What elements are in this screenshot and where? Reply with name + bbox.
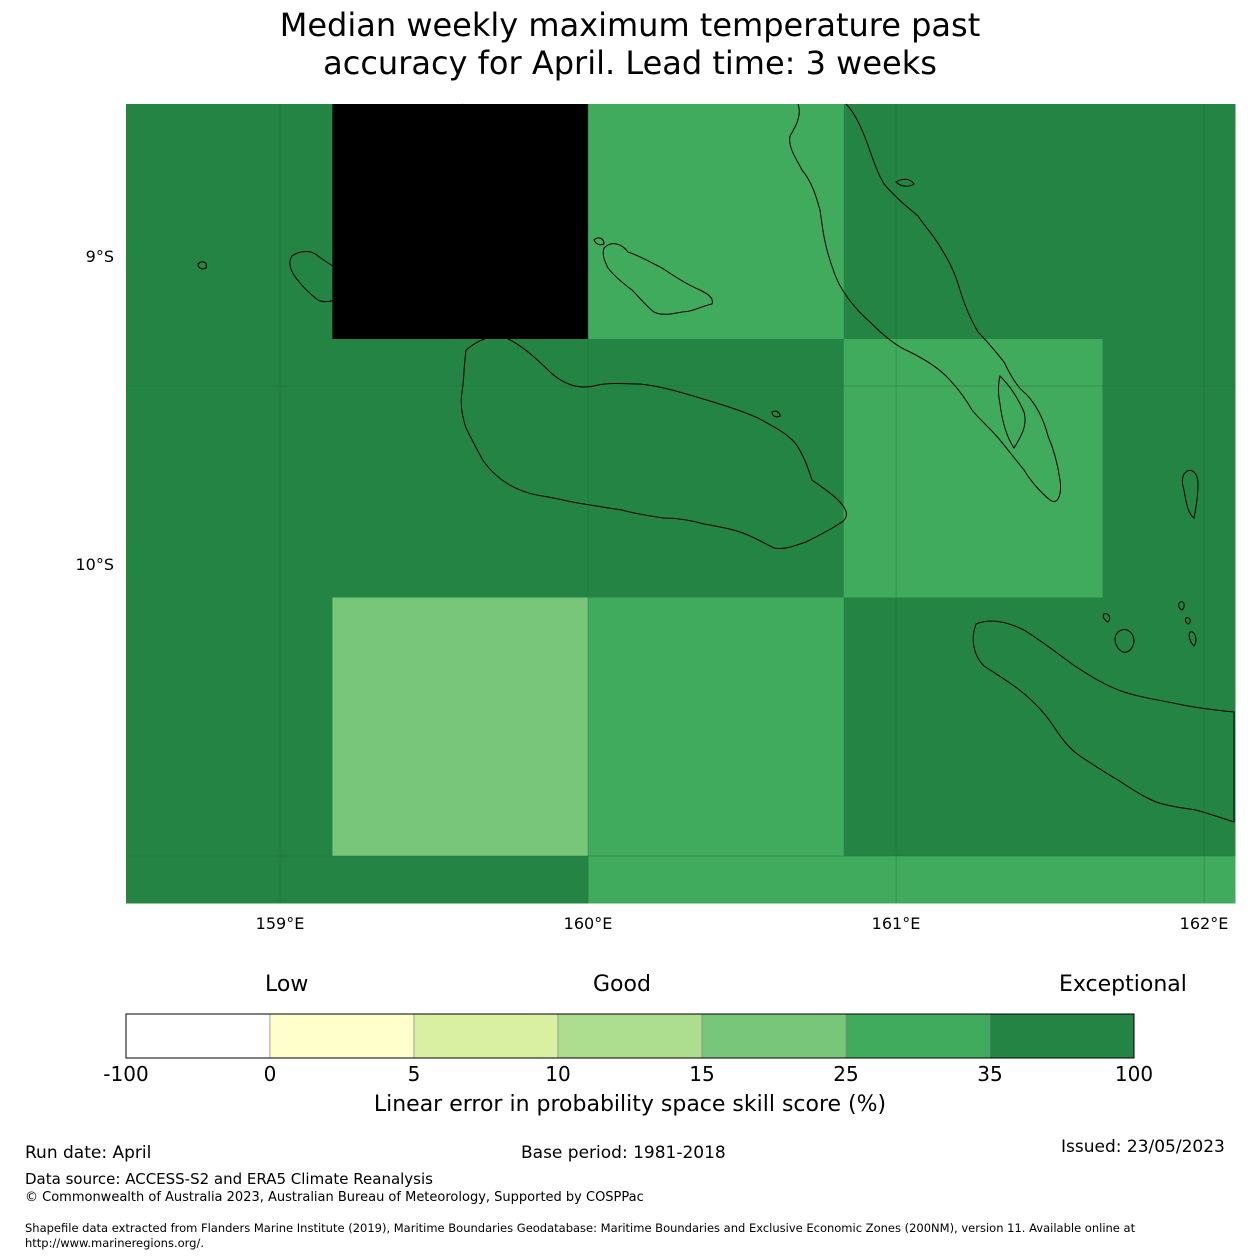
coastline-malaita: [789, 103, 1061, 502]
colorbar-swatch: [269, 1013, 415, 1059]
colorbar-category-good: Good: [593, 972, 651, 997]
coastlines: [197, 103, 1235, 823]
colorbar: [125, 1013, 1135, 1059]
skill-cell: [843, 104, 1236, 340]
coastline-islet-east-1: [1102, 613, 1111, 623]
colorbar-tick: 0: [263, 1062, 277, 1086]
coastline-savo: [520, 288, 543, 308]
colorbar-swatch: [845, 1013, 991, 1059]
skill-cell: [126, 597, 333, 857]
colorbar-swatch: [557, 1013, 703, 1059]
colorbar-tick: 25: [833, 1062, 859, 1086]
colorbar-frame: [125, 1013, 1135, 1059]
coastline-russell-islet-3: [387, 298, 394, 304]
skill-grid: [126, 104, 1236, 904]
base-period: Base period: 1981-2018: [521, 1143, 726, 1163]
lat-label-9s: 9°S: [85, 247, 114, 266]
shapefile-credit: Shapefile data extracted from Flanders M…: [25, 1221, 1136, 1235]
skill-cell: [126, 339, 845, 598]
coastline-islet-near-guadalcanal: [771, 410, 781, 418]
coastline-malaita-islet: [895, 178, 915, 187]
coastline-guadalcanal: [460, 336, 847, 549]
coastline-malaita-south: [998, 375, 1026, 449]
lon-label-162e: 162°E: [1179, 914, 1229, 933]
coastline-west-islet: [197, 261, 207, 270]
skill-cell: [126, 856, 589, 904]
shapefile-url: http://www.marineregions.org/.: [25, 1236, 204, 1250]
colorbar-category-low: Low: [265, 972, 309, 997]
lon-label-160e: 160°E: [563, 914, 613, 933]
run-date: Run date: April: [25, 1143, 152, 1163]
colorbar-tick: 15: [689, 1062, 715, 1086]
colorbar-swatch: [125, 1013, 271, 1059]
colorbar-tick: 35: [977, 1062, 1003, 1086]
colorbar-label: Linear error in probability space skill …: [373, 1092, 887, 1117]
coastline-russell: [289, 251, 349, 303]
data-source: Data source: ACCESS-S2 and ERA5 Climate …: [25, 1170, 433, 1188]
coastline-nggela: [602, 243, 713, 315]
copyright: © Commonwealth of Australia 2023, Austra…: [25, 1190, 644, 1205]
title-line-2: accuracy for April. Lead time: 3 weeks: [323, 44, 937, 82]
colorbar-tick: -100: [103, 1062, 149, 1086]
map-title: Median weekly maximum temperature past a…: [0, 6, 1260, 82]
coastline-nggela-islet: [593, 237, 605, 246]
coastline-russell-islet: [349, 260, 363, 275]
colorbar-swatch: [413, 1013, 559, 1059]
coastline-islet-east-4: [1188, 631, 1197, 647]
title-line-1: Median weekly maximum temperature past: [279, 6, 981, 44]
skill-cell: [843, 339, 1104, 598]
skill-cell: [588, 597, 845, 857]
colorbar-tick: 10: [545, 1062, 571, 1086]
coastline-russell-islet-4: [366, 293, 372, 299]
skill-cell: [1102, 339, 1236, 598]
skill-cell: [332, 597, 589, 857]
colorbar-swatch: [701, 1013, 847, 1059]
lon-label-161e: 161°E: [871, 914, 921, 933]
skill-cell: [843, 597, 1236, 857]
lat-label-10s: 10°S: [75, 555, 114, 574]
coastline-ulawa: [1114, 629, 1135, 653]
issued-date: Issued: 23/05/2023: [1061, 1137, 1225, 1157]
coastline-small-malaita: [1182, 469, 1199, 519]
coastline-islet-east-2: [1178, 601, 1185, 611]
coastline-makira: [972, 620, 1235, 823]
colorbar-tick: 100: [1114, 1062, 1154, 1086]
graticule: [126, 104, 1235, 903]
colorbar-category-exceptional: Exceptional: [1059, 972, 1187, 997]
colorbar-swatch: [989, 1013, 1135, 1059]
skill-cell: [332, 104, 589, 340]
lon-label-159e: 159°E: [255, 914, 305, 933]
skill-cell: [588, 104, 845, 340]
coastline-isabel-north: [461, 103, 563, 127]
skill-cell: [126, 104, 333, 340]
coastline-islet-east-3: [1184, 617, 1191, 625]
colorbar-tick: 5: [407, 1062, 421, 1086]
skill-cell: [588, 856, 1236, 904]
coastline-russell-islet-2: [349, 287, 360, 299]
